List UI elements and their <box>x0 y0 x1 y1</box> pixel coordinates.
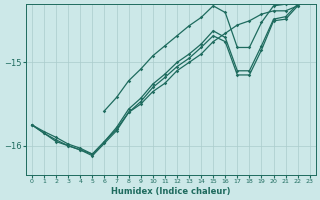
X-axis label: Humidex (Indice chaleur): Humidex (Indice chaleur) <box>111 187 231 196</box>
